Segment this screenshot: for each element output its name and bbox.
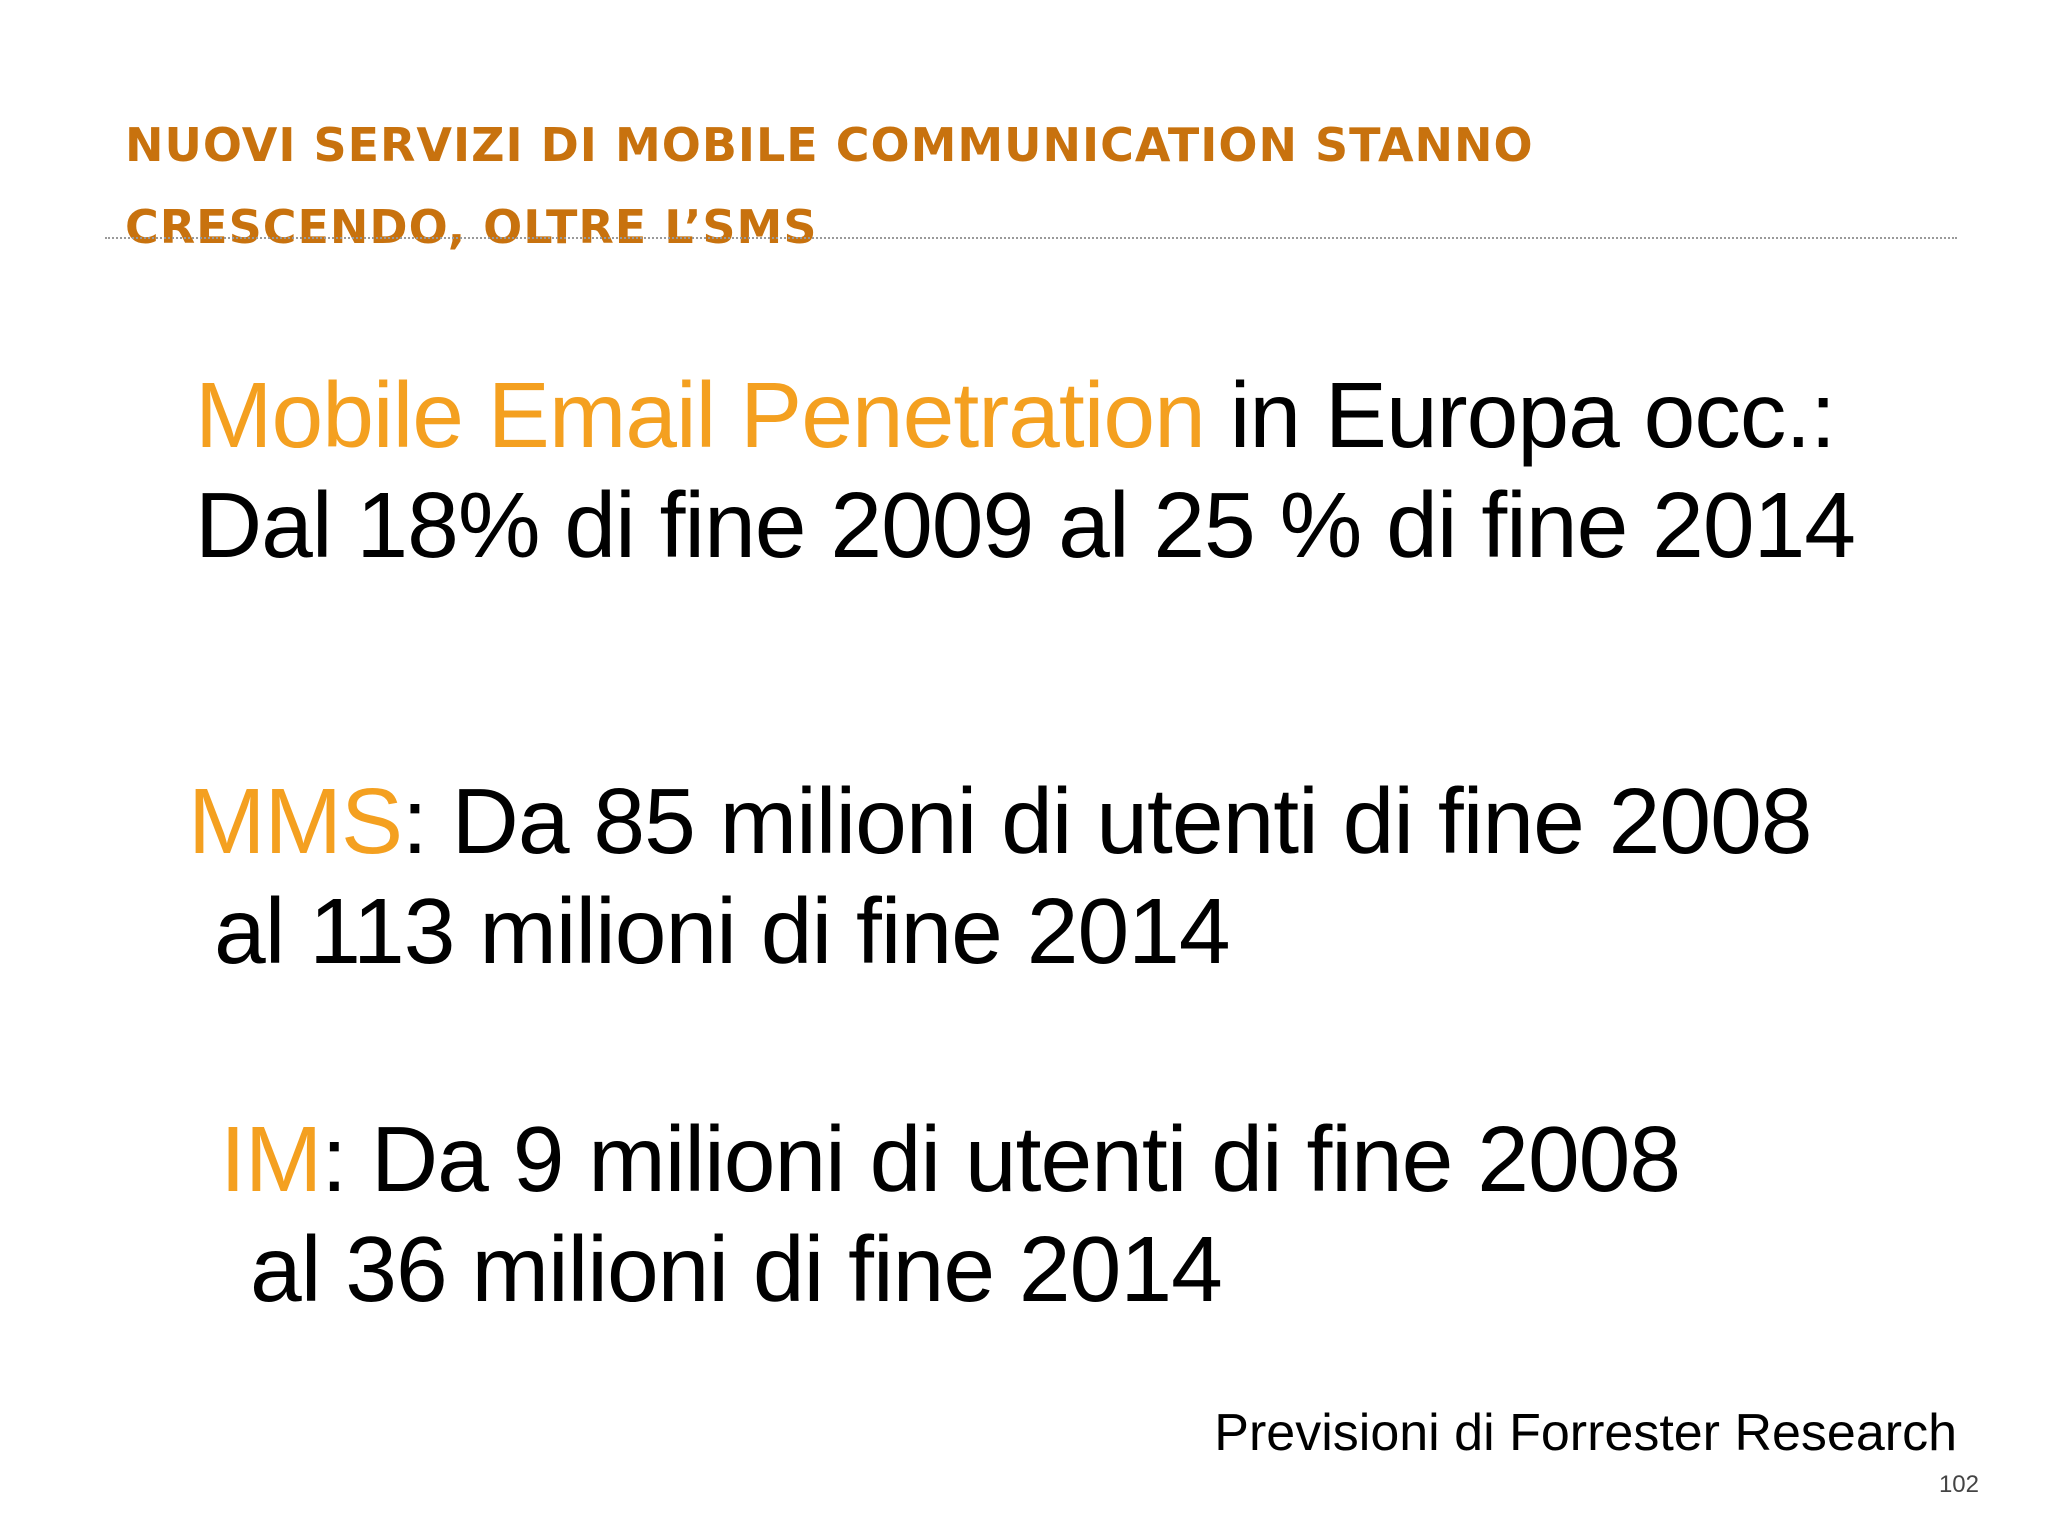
slide-title-line-2: CRESCENDO, OLTRE L’SMS [125, 200, 818, 254]
block-line-2: al 36 milioni di fine 2014 [250, 1217, 1223, 1321]
email-penetration-block: Mobile Email Penetration in Europa occ.:… [195, 360, 1856, 580]
mms-block: MMS: Da 85 milioni di utenti di fine 200… [188, 766, 1813, 986]
page-number: 102 [1938, 1471, 1979, 1498]
highlight-term: MMS [188, 769, 403, 873]
source-note: Previsioni di Forrester Research [1214, 1404, 1957, 1462]
block-line-1: Mobile Email Penetration in Europa occ.: [195, 360, 1855, 470]
slide-title-line-1: NUOVI SERVIZI DI MOBILE COMMUNICATION ST… [125, 118, 1534, 172]
block-line-1: MMS: Da 85 milioni di utenti di fine 200… [188, 766, 1813, 876]
block-text: : Da 9 milioni di utenti di fine 2008 [321, 1107, 1681, 1211]
block-text: in Europa occ.: [1204, 363, 1836, 467]
title-divider [105, 237, 1957, 239]
block-line-2: al 113 milioni di fine 2014 [214, 879, 1231, 983]
slide-title: NUOVI SERVIZI DI MOBILE COMMUNICATION ST… [125, 104, 1534, 268]
highlight-term: IM [220, 1107, 322, 1211]
block-line-1: IM: Da 9 milioni di utenti di fine 2008 [220, 1104, 1681, 1214]
highlight-term: Mobile Email Penetration [195, 363, 1206, 467]
block-text: : Da 85 milioni di utenti di fine 2008 [401, 769, 1813, 873]
block-line-2: Dal 18% di fine 2009 al 25 % di fine 201… [195, 473, 1856, 577]
im-block: IM: Da 9 milioni di utenti di fine 2008 … [220, 1104, 1681, 1324]
